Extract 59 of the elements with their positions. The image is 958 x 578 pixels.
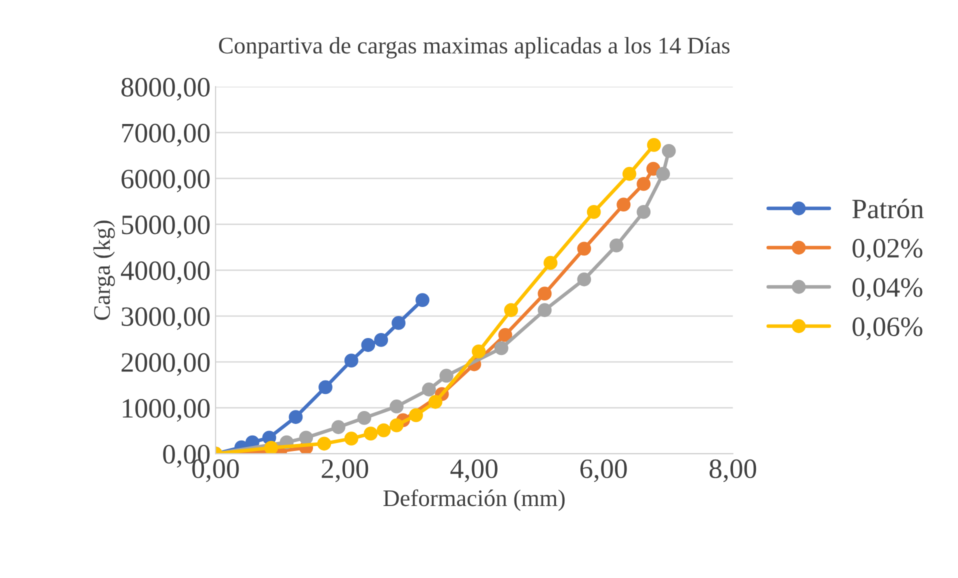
point [577, 272, 592, 286]
y-tick-label: 3000,00 [122, 307, 210, 330]
point [331, 420, 346, 434]
point [344, 432, 358, 446]
point [472, 344, 486, 358]
point [317, 436, 332, 451]
point [288, 410, 303, 424]
y-tick-label: 8000,00 [121, 78, 210, 101]
x-tick-label: 4,00 [450, 459, 498, 482]
y-tick-label: 6000,00 [122, 170, 210, 192]
y-tick-label: 2000,00 [122, 353, 210, 376]
point [636, 205, 651, 219]
y-tick-label: 4000,00 [120, 261, 210, 284]
y-tick-label: 1000,00 [122, 399, 210, 422]
point [439, 368, 454, 383]
point [357, 411, 372, 425]
point [392, 316, 406, 330]
x-tick-label: 8,00 [710, 459, 756, 482]
legend-label: 0,04% [852, 278, 922, 301]
point [422, 382, 436, 396]
point [344, 354, 358, 368]
point [390, 400, 404, 414]
point [364, 426, 378, 440]
x-axis-title: Deformación (mm) [383, 489, 565, 511]
legend-label: Patrón [852, 198, 924, 218]
point [647, 138, 661, 152]
x-tick-label: 2,00 [322, 459, 368, 482]
point [299, 430, 314, 445]
point [610, 238, 624, 252]
y-tick-label: 7000,00 [122, 124, 210, 146]
chart-title: Conpartiva de cargas maximas aplicadas a los 14 Días [219, 36, 730, 58]
point [616, 198, 631, 212]
point [538, 303, 552, 318]
y-tick-label: 5000,00 [122, 216, 210, 238]
legend-label: 0,02% [852, 238, 922, 262]
point [662, 144, 676, 158]
y-axis-title: Carga (kg) [93, 220, 115, 320]
x-tick-label: 6,00 [580, 459, 627, 482]
point [376, 423, 391, 438]
point [504, 303, 518, 318]
point [498, 328, 512, 342]
point [409, 408, 423, 422]
legend-label: 0,06% [852, 317, 922, 340]
point [361, 338, 376, 352]
point [428, 394, 442, 409]
point [374, 333, 388, 347]
point [622, 166, 636, 181]
point [646, 162, 660, 176]
point [577, 242, 592, 256]
point [636, 177, 651, 191]
point [586, 205, 601, 219]
point [538, 286, 552, 301]
point [656, 166, 670, 181]
point [264, 440, 278, 454]
point [494, 341, 508, 356]
point [318, 380, 332, 394]
point [390, 418, 404, 432]
point [544, 256, 558, 270]
point [416, 293, 430, 307]
